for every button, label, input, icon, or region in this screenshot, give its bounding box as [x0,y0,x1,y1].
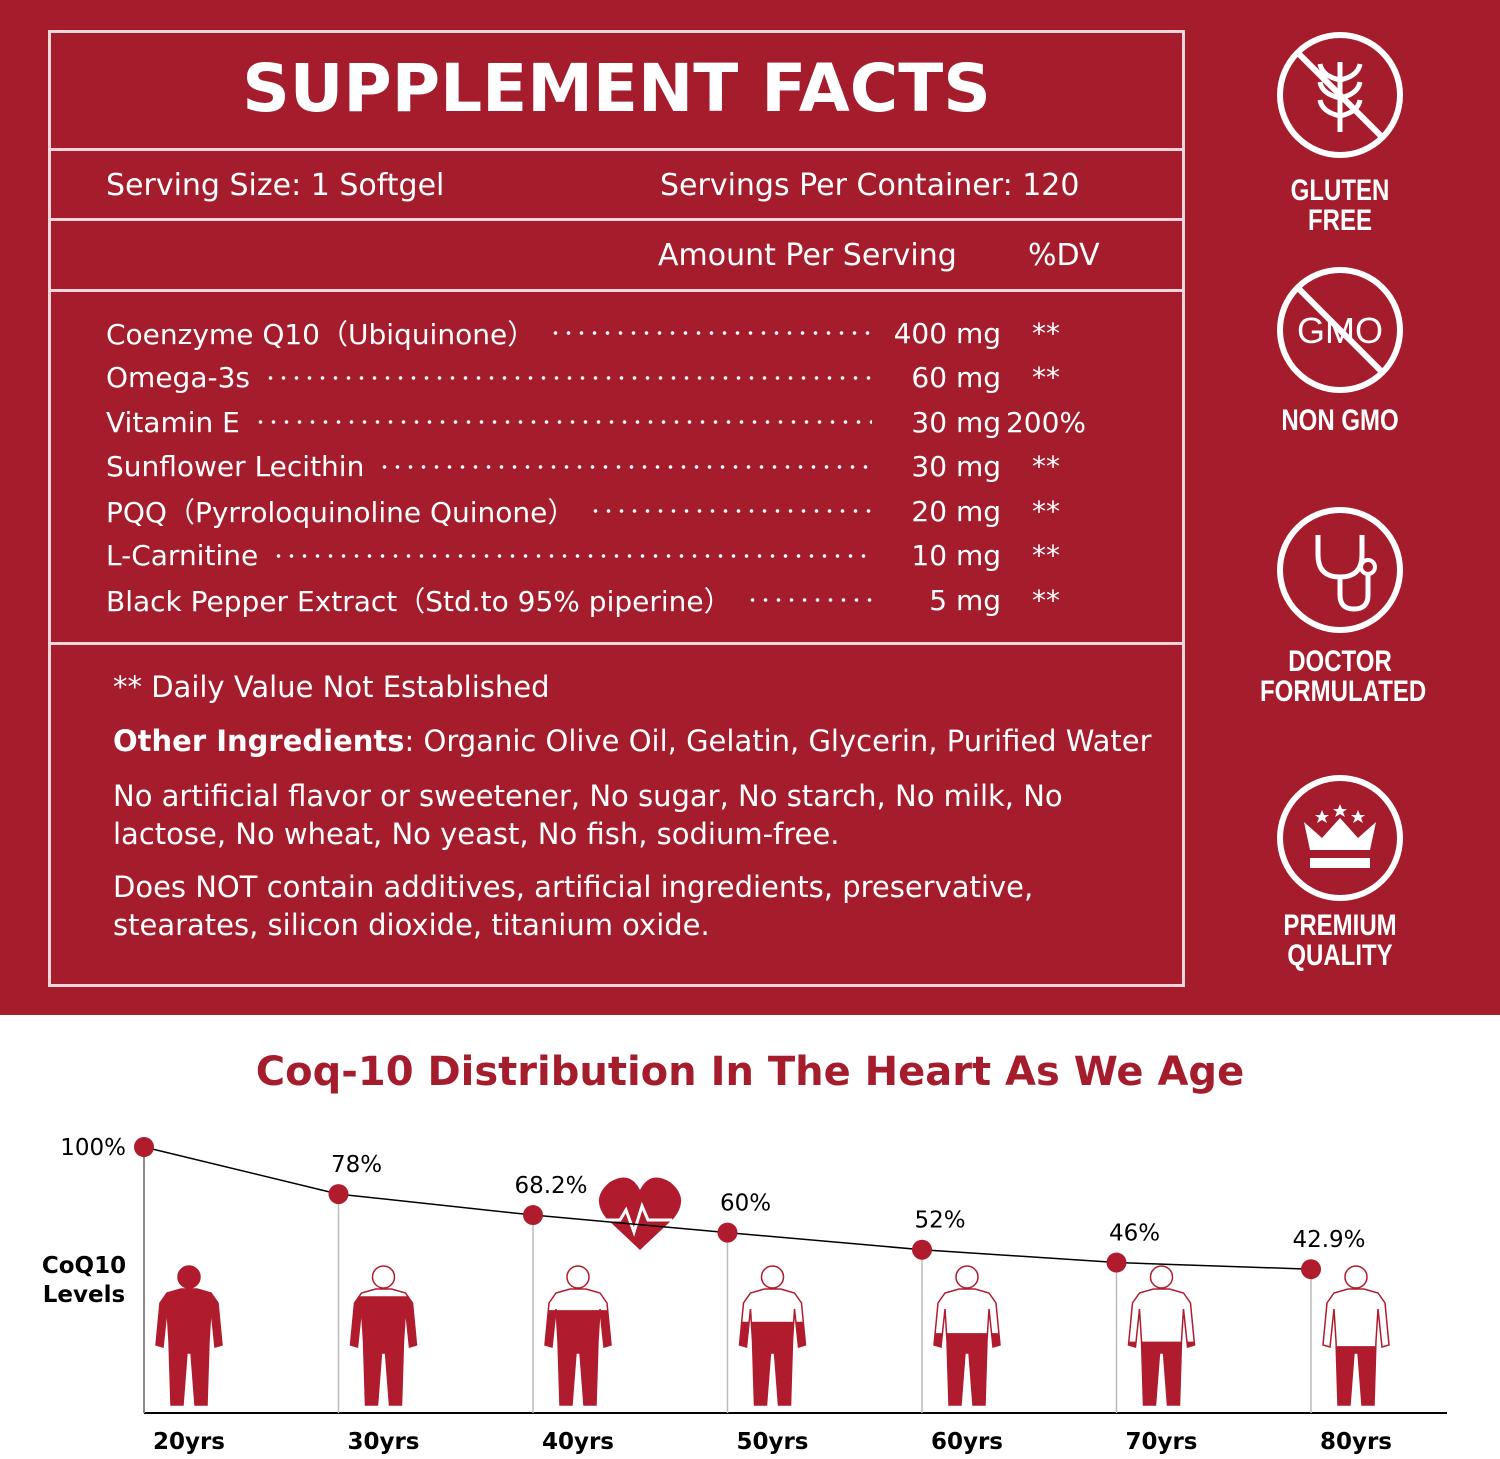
figure-outline [1127,1265,1196,1406]
ingredient-dv: ** [1032,316,1060,350]
x-tick-label: 30yrs [347,1429,419,1455]
ingredient-name: Coenzyme Q10（Ubiquinone） [106,318,536,351]
ingredient-dv: ** [1032,539,1060,572]
ingredient-row: Sunflower Lecithin 30 mg ** [106,447,1091,487]
figure-level [350,1296,417,1405]
point [328,1184,349,1205]
facts-title: SUPPLEMENT FACTS [242,50,991,127]
ingredient-amount: 20 mg [911,494,1001,528]
ingredient-name: Black Pepper Extract（Std.to 95% piperine… [106,585,732,618]
point [523,1205,543,1226]
x-tick-label: 20yrs [153,1429,225,1455]
ingredient-row: L-Carnitine 10 mg ** [106,536,1091,576]
divider [48,289,1185,292]
ingredient-amount: 30 mg [911,450,1001,483]
figure-level [739,1321,806,1405]
ingredient-name: Omega-3s [106,361,250,394]
ingredient-amount: 5 mg [929,583,1001,617]
figure-outline [1322,1265,1390,1406]
ingredient-row: Omega-3s 60 mg ** [106,358,1091,398]
divider [48,148,1185,151]
ingredient-amount: 10 mg [911,539,1001,572]
x-tick-label: 60yrs [931,1429,1003,1455]
value-label: 78% [331,1152,382,1178]
value-label: 60% [720,1191,771,1217]
divider [48,218,1185,221]
ingredient-row: Coenzyme Q10（Ubiquinone） 400 mg ** [106,313,1091,353]
ingredient-name: Vitamin E [106,405,240,439]
other-text: : Organic Olive Oil, Gelatin, Glycerin, … [404,724,1152,758]
leader-dots [745,597,872,603]
figure-level [1326,1346,1386,1405]
note: No artificial flavor or sweetener, No su… [113,779,1063,851]
figure-level [545,1310,611,1405]
badge-label: DOCTOR FORMULATED [1260,645,1427,708]
crown-icon [1304,804,1376,868]
x-tick-label: 80yrs [1320,1429,1392,1455]
facts-box [48,30,1185,987]
leader-dots [378,463,872,470]
figure-level [1128,1341,1195,1405]
y-axis-label: CoQ10 Levels [41,1253,127,1308]
figure-level [156,1266,222,1405]
figure-level [934,1333,1000,1405]
ingredient-name: Sunflower Lecithin [106,450,365,483]
ingredient-amount: 60 mg [911,361,1001,394]
note: Does NOT contain additives, artificial i… [113,870,1034,942]
value-label: 68.2% [514,1173,587,1199]
leader-dots [549,330,872,336]
badge-icons [1277,32,1403,901]
leader-dots [272,552,872,559]
other-ingredients: Other Ingredients: Organic Olive Oil, Ge… [113,724,1152,758]
x-tick-label: 70yrs [1125,1429,1197,1455]
value-label: 52% [914,1208,965,1234]
badge-label: NON GMO [1281,404,1399,437]
heart-pulse [606,1201,672,1237]
value-label: 46% [1109,1221,1160,1247]
ingredient-name: PQQ（Pyrroloquinoline Quinone） [106,496,576,529]
chart-title: Coq-10 Distribution In The Heart As We A… [256,1049,1244,1095]
value-label: 100% [60,1135,126,1161]
badge-label: PREMIUM QUALITY [1283,909,1397,972]
value-label: 42.9% [1292,1227,1365,1253]
ingredient-dv: ** [1032,494,1060,528]
facts-panel [0,0,1500,1015]
point [1301,1259,1321,1280]
badge-icon-text: GMO [1297,310,1383,351]
leader-dots [253,419,872,425]
ingredient-dv: ** [1032,583,1060,617]
ingredient-dv: ** [1032,361,1060,394]
ingredient-row: Black Pepper Extract（Std.to 95% piperine… [106,580,1091,620]
point [1106,1252,1127,1273]
leader-dots [589,508,872,514]
footnote: ** Daily Value Not Established [113,670,550,704]
x-tick-label: 40yrs [542,1429,614,1455]
point [717,1222,738,1243]
point [134,1137,154,1157]
dv-header: %DV [1028,238,1100,273]
ingredient-amount: 400 mg [893,316,1001,350]
ingredient-dv: ** [1032,450,1060,483]
servings-per-container: Servings Per Container: 120 [660,168,1080,203]
point [912,1239,932,1260]
serving-size: Serving Size: 1 Softgel [106,168,445,203]
leader-dots [263,374,872,381]
ingredient-amount: 30 mg [911,405,1001,439]
ingredient-row: PQQ（Pyrroloquinoline Quinone） 20 mg ** [106,491,1091,531]
other-label: Other Ingredients [113,724,405,758]
amount-header: Amount Per Serving [658,238,957,273]
badge-label: GLUTEN FREE [1290,174,1390,237]
ingredient-dv: 200% [1005,405,1087,439]
ingredient-name: L-Carnitine [106,539,259,572]
x-tick-label: 50yrs [736,1429,808,1455]
divider [48,642,1185,645]
ingredient-row: Vitamin E 30 mg 200% [106,402,1091,442]
